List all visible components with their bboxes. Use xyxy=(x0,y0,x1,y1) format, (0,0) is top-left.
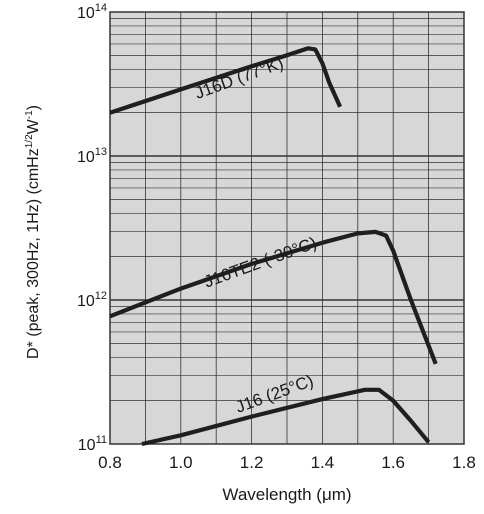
y-axis-label-mid: W xyxy=(25,118,42,134)
y-tick-label: 1014 xyxy=(77,2,107,22)
y-tick-label: 1013 xyxy=(77,146,107,166)
x-tick-label: 1.4 xyxy=(311,453,335,472)
x-tick-label: 1.0 xyxy=(169,453,193,472)
y-axis-label-end: ) xyxy=(25,105,42,110)
series-layer xyxy=(109,46,438,447)
y-axis-label: D* (peak, 300Hz, 1Hz) (cmHz1/2W-1) xyxy=(24,105,42,359)
y-axis-ticks: 1011 1012 1013 1014 xyxy=(77,2,107,454)
x-tick-label: 0.8 xyxy=(98,453,122,472)
x-tick-label: 1.8 xyxy=(452,453,476,472)
grid xyxy=(110,12,464,444)
x-axis-ticks: 0.8 1.0 1.2 1.4 1.6 1.8 xyxy=(98,453,476,472)
x-tick-label: 1.6 xyxy=(381,453,405,472)
y-axis-label-sup2: -1 xyxy=(24,110,35,119)
series-line-2 xyxy=(109,229,438,365)
x-tick-label: 1.2 xyxy=(240,453,264,472)
series-line-1 xyxy=(109,46,343,115)
y-tick-label: 1012 xyxy=(77,290,107,310)
x-axis-label: Wavelength (μm) xyxy=(222,485,351,504)
y-axis-label-sup1: 1/2 xyxy=(24,134,35,148)
y-tick-label: 1011 xyxy=(78,434,107,454)
y-axis-label-main: D* (peak, 300Hz, 1Hz) (cmHz xyxy=(25,148,42,359)
series-line-3 xyxy=(141,387,431,447)
